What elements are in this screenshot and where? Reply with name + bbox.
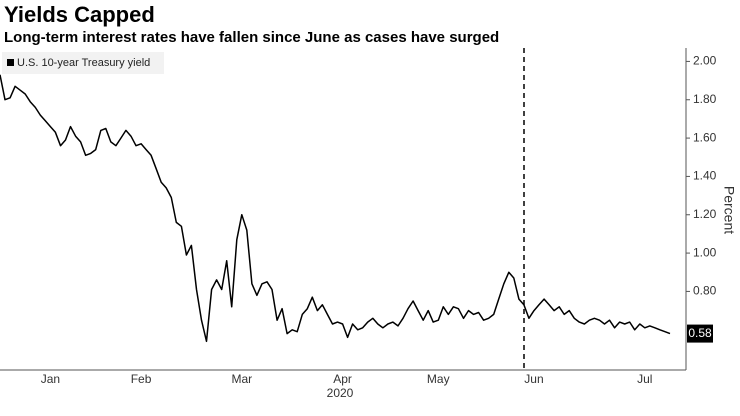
chart-title: Yields Capped <box>4 2 155 27</box>
y-tick-label: 1.60 <box>693 130 717 144</box>
y-tick-label: 0.80 <box>693 284 717 298</box>
x-axis-label: 2020 <box>327 386 354 400</box>
line <box>0 74 671 343</box>
y-tick-label: 2.00 <box>693 54 717 68</box>
x-tick-label: Jun <box>524 372 543 386</box>
x-tick-label: Jul <box>637 372 652 386</box>
y-tick-label: 1.00 <box>693 245 717 259</box>
last-value-label: 0.58 <box>688 326 712 340</box>
legend-swatch <box>7 59 14 66</box>
x-tick-label: Feb <box>131 372 152 386</box>
x-tick-label: Mar <box>231 372 252 386</box>
legend-box <box>2 52 164 74</box>
y-tick-label: 1.20 <box>693 207 717 221</box>
y-axis-label: Percent <box>721 186 737 234</box>
x-tick-label: Jan <box>41 372 60 386</box>
legend-label: U.S. 10-year Treasury yield <box>17 57 150 69</box>
x-tick-label: May <box>427 372 450 386</box>
x-tick-label: Apr <box>333 372 352 386</box>
legend: U.S. 10-year Treasury yield <box>2 52 164 74</box>
y-tick-label: 1.40 <box>693 169 717 183</box>
last-value-box <box>687 324 713 343</box>
y-tick-label: 1.80 <box>693 92 717 106</box>
chart-subtitle: Long-term interest rates have fallen sin… <box>4 29 499 46</box>
